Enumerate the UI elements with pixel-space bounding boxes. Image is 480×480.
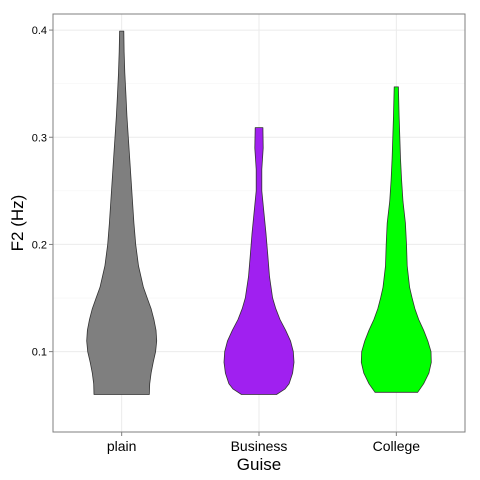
x-tick-label: College [373,438,421,454]
y-tick-label: 0.3 [32,132,47,144]
x-axis: plain Business College [107,432,420,454]
violins [86,30,432,395]
x-axis-title: Guise [237,455,281,474]
y-tick-label: 0.1 [32,347,47,359]
y-tick-label: 0.4 [32,25,47,37]
y-axis: 0.1 0.2 0.3 0.4 [32,25,53,359]
y-tick-label: 0.2 [32,239,47,251]
violin-business [223,127,295,395]
violin-college [360,86,432,393]
x-tick-label: plain [107,438,137,454]
violin-plain [86,30,158,395]
y-axis-title: F2 (Hz) [8,195,27,252]
x-tick-label: Business [231,438,288,454]
